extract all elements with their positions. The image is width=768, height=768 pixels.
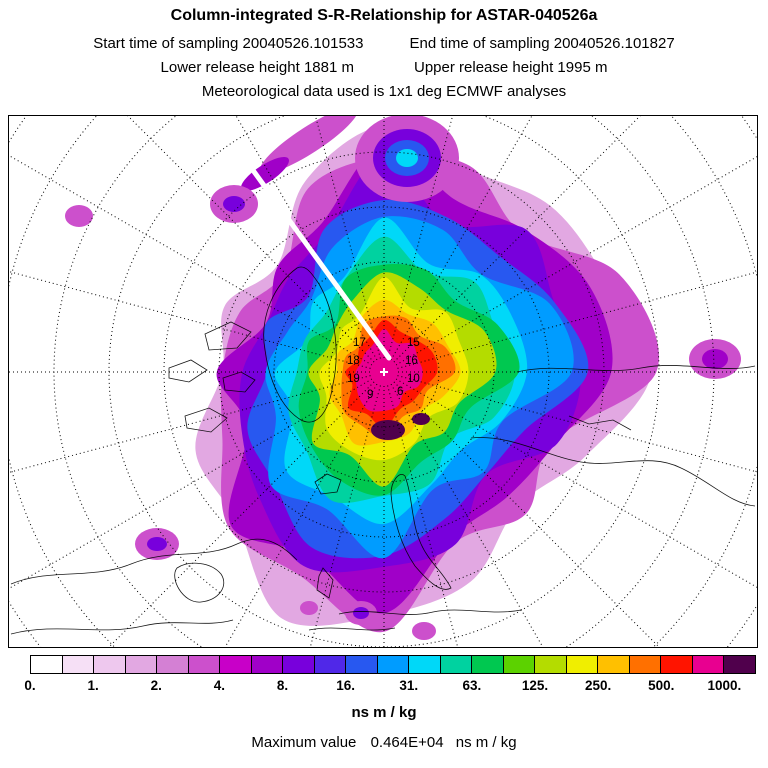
colorbar-segment (409, 656, 441, 673)
coastlines (10, 266, 756, 635)
graticule (9, 116, 757, 647)
figure-title: Column-integrated S-R-Relationship for A… (170, 7, 598, 24)
sample-number: 6 (397, 386, 403, 398)
polar-map-svg: 17 15 18 16 19 10 9 6 (9, 116, 757, 647)
colorbar-segment (31, 656, 63, 673)
sample-number: 16 (405, 355, 418, 367)
sample-number: 15 (407, 337, 420, 349)
colorbar-tick-label: 31. (399, 678, 419, 693)
sample-number: 19 (347, 373, 360, 385)
sample-number: 9 (367, 389, 373, 401)
start-time-text: Start time of sampling 20040526.101533 (93, 35, 364, 52)
colorbar-segment (346, 656, 378, 673)
colorbar-tick-label: 63. (462, 678, 482, 693)
colorbar-segment (440, 656, 473, 673)
max-value-number: 0.464E+04 (370, 734, 444, 751)
polar-map: 17 15 18 16 19 10 9 6 (8, 115, 758, 648)
colorbar-tick-labels: 0. 1. 2. 4. 8. 16. 31. 63. 125. 250. 500. 1000. (24, 678, 756, 695)
flight-track (244, 159, 392, 361)
met-data-text: Meteorological data used is 1x1 deg ECMW… (201, 83, 567, 100)
colorbar-segment (472, 656, 504, 673)
colorbar-segment (220, 656, 252, 673)
colorbar-tick-label: 250. (585, 678, 612, 693)
colorbar-segment (661, 656, 693, 673)
colorbar-segment (535, 656, 567, 673)
concentration-plume (65, 116, 741, 640)
met-data-line: Meteorological data used is 1x1 deg ECMW… (0, 83, 768, 100)
colorbar-tick-label: 1000. (707, 678, 742, 693)
colorbar-segment (283, 656, 315, 673)
colorbar-segment (724, 656, 755, 673)
colorbar-segment (566, 656, 599, 673)
colorbar-segment (692, 656, 725, 673)
colorbar-tick-label: 1. (87, 678, 99, 693)
sample-number-labels: 17 15 18 16 19 10 9 6 (347, 337, 420, 401)
maximum-value-line: Maximum value 0.464E+04 ns m / kg (0, 734, 768, 751)
colorbar-tick-label: 8. (276, 678, 289, 693)
max-value-label: Maximum value (251, 734, 357, 751)
colorbar (30, 655, 756, 674)
colorbar-tick-label: 0. (24, 678, 36, 693)
colorbar-segment (629, 656, 662, 673)
colorbar-segment (503, 656, 536, 673)
colorbar-segment (377, 656, 410, 673)
colorbar-tick-label: 16. (336, 678, 356, 693)
colorbar-units-label: ns m / kg (351, 704, 417, 721)
colorbar-tick-label: 2. (150, 678, 162, 693)
colorbar-segment (125, 656, 158, 673)
pole-marker (380, 368, 388, 376)
colorbar-tick-label: 500. (648, 678, 675, 693)
colorbar-tick-label: 125. (521, 678, 549, 693)
release-heights-line: Lower release height 1881 m Upper releas… (0, 59, 768, 76)
sample-number: 18 (347, 355, 360, 367)
colorbar-segment (157, 656, 189, 673)
colorbar-segment (94, 656, 126, 673)
upper-release-text: Upper release height 1995 m (414, 59, 608, 76)
colorbar-tick-label: 4. (213, 678, 226, 693)
lower-release-text: Lower release height 1881 m (160, 59, 354, 76)
sample-number: 17 (353, 337, 366, 349)
colorbar-segment (188, 656, 221, 673)
max-value-units: ns m / kg (455, 734, 517, 751)
sampling-times-line: Start time of sampling 20040526.101533 E… (0, 35, 768, 52)
colorbar-segment (598, 656, 630, 673)
colorbar-segment (251, 656, 284, 673)
colorbar-segment (314, 656, 347, 673)
end-time-text: End time of sampling 20040526.101827 (409, 35, 675, 52)
colorbar-segment (62, 656, 95, 673)
sample-number: 10 (407, 373, 420, 385)
